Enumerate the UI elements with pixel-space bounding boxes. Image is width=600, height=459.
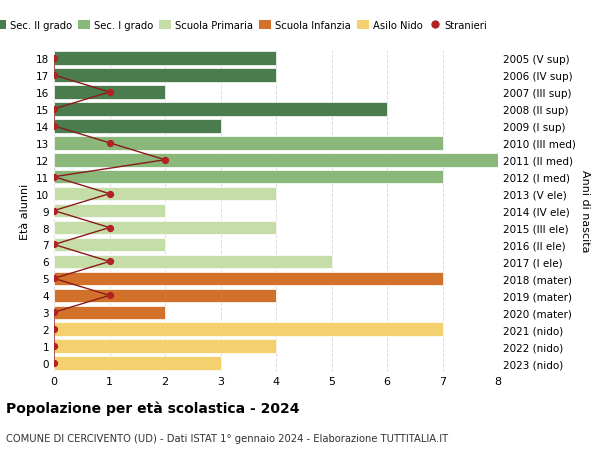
Point — [49, 207, 59, 215]
Point — [105, 140, 115, 147]
Bar — [54, 154, 498, 167]
Point — [105, 190, 115, 198]
Bar — [54, 204, 165, 218]
Bar — [54, 255, 331, 269]
Y-axis label: Anni di nascita: Anni di nascita — [580, 170, 590, 252]
Text: COMUNE DI CERCIVENTO (UD) - Dati ISTAT 1° gennaio 2024 - Elaborazione TUTTITALIA: COMUNE DI CERCIVENTO (UD) - Dati ISTAT 1… — [6, 433, 448, 443]
Bar — [54, 306, 165, 319]
Bar — [54, 69, 276, 83]
Bar — [54, 289, 276, 302]
Bar — [54, 221, 276, 235]
Bar — [54, 120, 221, 134]
Bar — [54, 86, 165, 100]
Bar — [54, 52, 276, 66]
Point — [49, 326, 59, 333]
Bar — [54, 323, 443, 336]
Point — [105, 89, 115, 96]
Bar — [54, 171, 443, 184]
Point — [49, 241, 59, 249]
Point — [160, 157, 170, 164]
Point — [105, 224, 115, 232]
Point — [49, 55, 59, 62]
Point — [49, 72, 59, 79]
Point — [49, 309, 59, 316]
Point — [49, 275, 59, 282]
Legend: Sec. II grado, Sec. I grado, Scuola Primaria, Scuola Infanzia, Asilo Nido, Stran: Sec. II grado, Sec. I grado, Scuola Prim… — [0, 17, 491, 35]
Point — [49, 174, 59, 181]
Point — [49, 360, 59, 367]
Point — [49, 343, 59, 350]
Point — [105, 258, 115, 266]
Bar — [54, 238, 165, 252]
Point — [105, 292, 115, 299]
Bar — [54, 357, 221, 370]
Point — [49, 123, 59, 130]
Bar — [54, 187, 276, 201]
Text: Popolazione per età scolastica - 2024: Popolazione per età scolastica - 2024 — [6, 401, 299, 415]
Bar — [54, 137, 443, 150]
Y-axis label: Età alunni: Età alunni — [20, 183, 31, 239]
Bar — [54, 340, 276, 353]
Point — [49, 106, 59, 113]
Bar — [54, 272, 443, 285]
Bar — [54, 103, 387, 117]
